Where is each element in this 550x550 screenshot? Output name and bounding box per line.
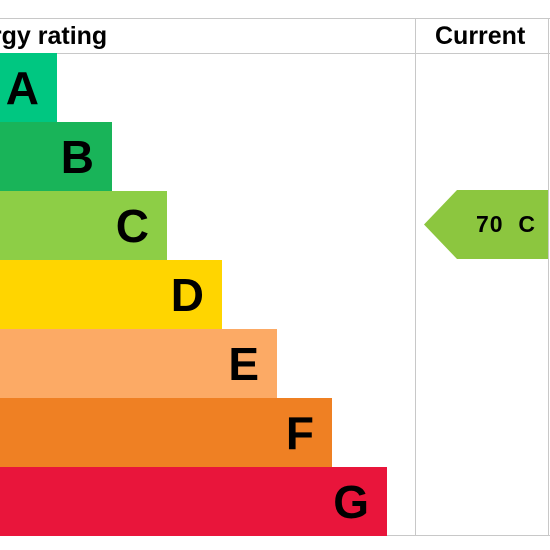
band-a: A [0,53,57,122]
band-g: G [0,467,387,536]
column-divider [415,18,416,536]
current-rating-label: 70 C [476,211,536,237]
band-a-label: A [5,62,39,114]
band-d-label: D [170,269,204,321]
band-e-label: E [228,338,259,390]
energy-rating-header: ergy rating [0,22,108,50]
band-g-label: G [333,476,369,528]
current-rating-arrow: 70 C [424,190,548,259]
current-header: Current [435,22,526,50]
band-f-label: F [285,407,314,459]
band-d: D [0,260,222,329]
band-e: E [0,329,277,398]
header-divider [0,53,550,54]
top-border [0,18,550,19]
right-border [548,18,549,536]
band-c: C [0,191,167,260]
band-b: B [0,122,112,191]
band-c-label: C [115,200,149,252]
band-b-label: B [60,131,94,183]
band-f: F [0,398,332,467]
